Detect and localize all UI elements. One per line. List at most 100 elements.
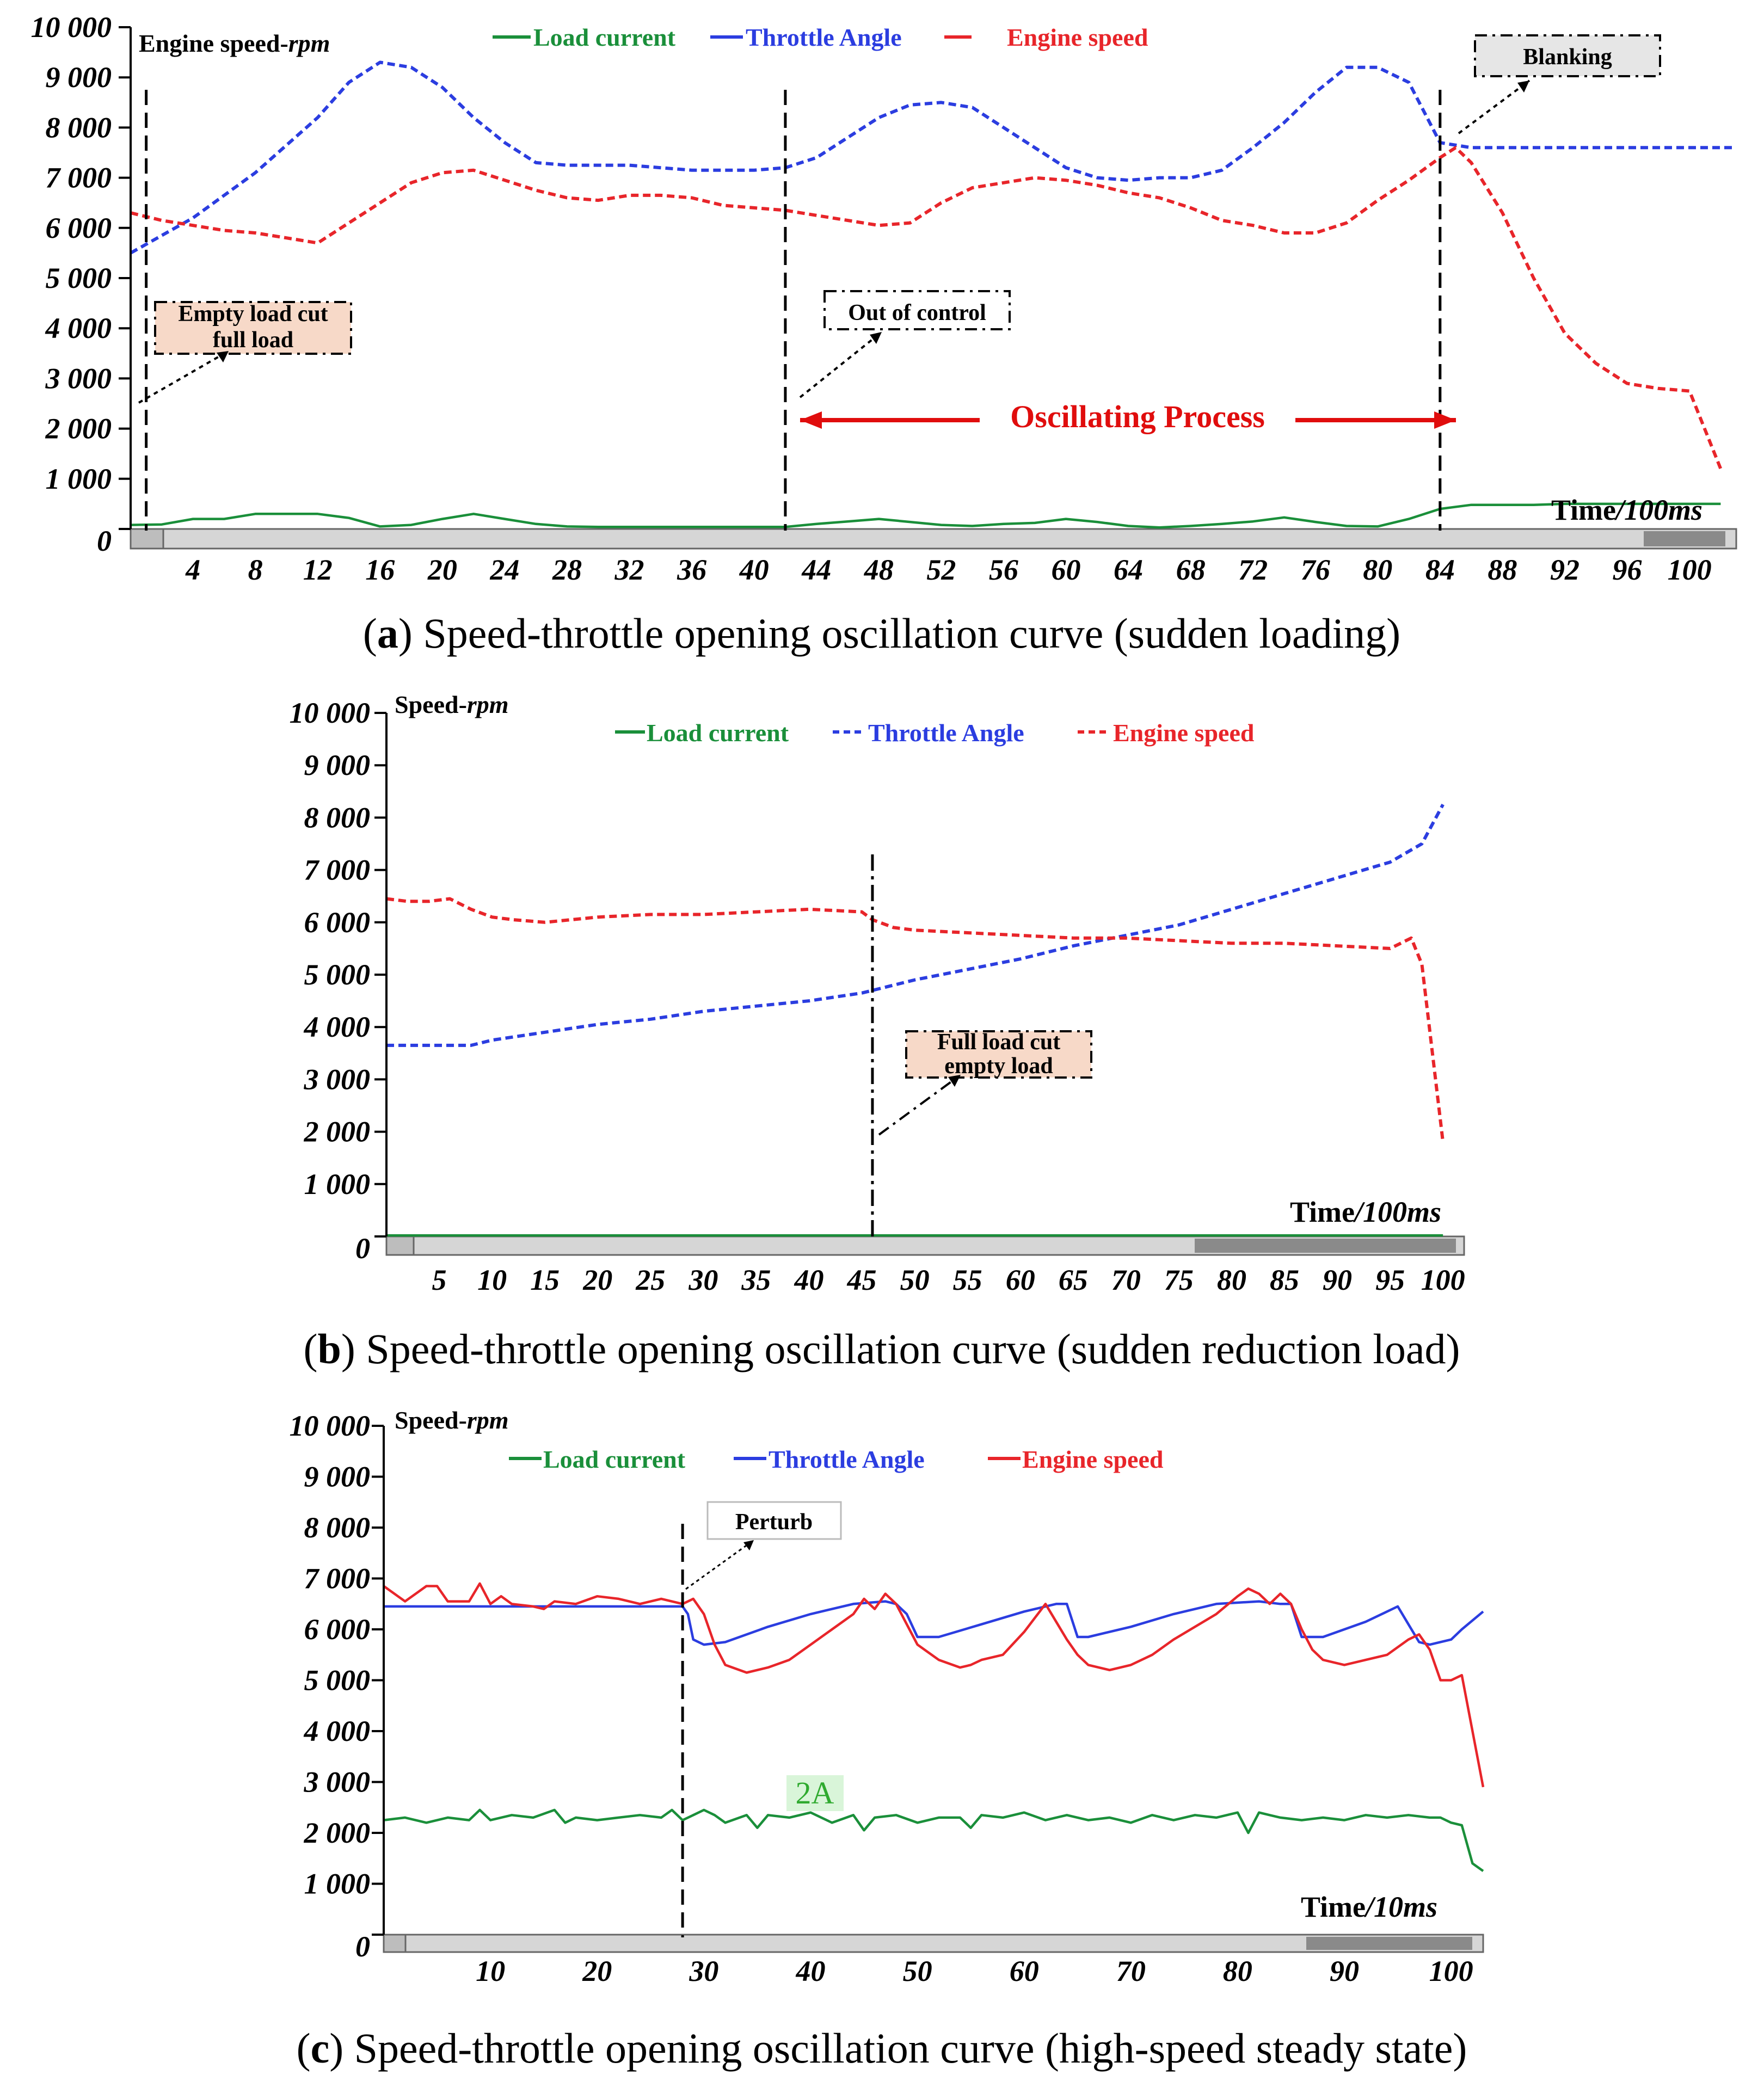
- legend-throttle-angle: Throttle Angle: [769, 1445, 925, 1473]
- y-tick-label: 3 000: [304, 1766, 371, 1799]
- y-tick-label: 4 000: [304, 1011, 371, 1043]
- x-tick-label: 28: [552, 553, 582, 586]
- y-tick-label: 6 000: [46, 212, 112, 244]
- y-tick-label: 6 000: [304, 1613, 371, 1646]
- series-line-throttle-angle: [386, 803, 1445, 1047]
- x-tick-label: 20: [582, 1955, 612, 1987]
- panel-b-ylabel: Speed-rpm: [395, 691, 509, 718]
- x-tick-label: 15: [530, 1264, 560, 1296]
- panel-c-scrollbar[interactable]: [383, 1934, 1484, 1953]
- panel-a-scrollbar[interactable]: [130, 528, 1737, 550]
- x-tick-label: 60: [1006, 1264, 1035, 1296]
- x-tick-label: 30: [688, 1264, 718, 1296]
- x-tick-label: 90: [1330, 1955, 1359, 1987]
- y-tick-label: 10 000: [290, 1409, 371, 1442]
- x-tick-label: 52: [926, 553, 956, 586]
- series-line-load-current: [130, 502, 1721, 529]
- x-tick-label: 100: [1421, 1264, 1465, 1296]
- series-line-throttle-angle: [384, 1600, 1484, 1646]
- y-tick-label: 0: [97, 525, 112, 557]
- series-line-engine-speed: [386, 897, 1445, 1143]
- series-line-engine-speed: [383, 1582, 1485, 1788]
- x-tick-label: 70: [1111, 1264, 1141, 1296]
- y-tick-label: 5 000: [46, 262, 112, 294]
- x-tick-label: 96: [1613, 553, 1642, 586]
- y-tick-label: 7 000: [304, 1562, 371, 1595]
- x-tick-label: 56: [989, 553, 1018, 586]
- y-tick-label: 1 000: [46, 463, 112, 495]
- svg-text:full load: full load: [213, 328, 293, 353]
- x-tick-label: 24: [489, 553, 519, 586]
- y-tick-label: 7 000: [46, 162, 112, 194]
- annotation-oscillating-process: Oscillating Process: [800, 399, 1456, 434]
- x-tick-label: 20: [582, 1264, 612, 1296]
- y-tick-label: 8 000: [46, 111, 112, 144]
- x-tick-label: 16: [365, 553, 395, 586]
- series-line-engine-speed: [130, 146, 1723, 470]
- y-tick-label: 3 000: [304, 1063, 371, 1095]
- legend-engine-speed: Engine speed: [1113, 719, 1255, 747]
- svg-text:Out of control: Out of control: [848, 300, 986, 325]
- y-tick-label: 9 000: [304, 749, 371, 781]
- x-tick-label: 40: [795, 1955, 825, 1987]
- x-tick-label: 100: [1668, 553, 1712, 586]
- y-tick-label: 1 000: [304, 1868, 371, 1900]
- legend-engine-speed: Engine speed: [1007, 23, 1148, 51]
- svg-text:empty load: empty load: [944, 1054, 1053, 1079]
- legend-throttle-angle: Throttle Angle: [868, 719, 1024, 747]
- x-tick-label: 95: [1375, 1264, 1405, 1296]
- series-line-load-current: [383, 1808, 1484, 1872]
- y-tick-label: 5 000: [304, 1664, 371, 1697]
- panel-c-chart: 0 1 000 2 000 3 000 4 000 5 000 6 000 7 000 8 00…: [290, 1406, 1485, 2072]
- x-tick-label: 88: [1488, 553, 1517, 586]
- x-tick-label: 20: [427, 553, 457, 586]
- annotation-2a: 2A: [786, 1775, 844, 1811]
- panel-b-xlabel: Time/100ms: [1290, 1196, 1441, 1228]
- y-tick-label: 10 000: [290, 697, 371, 729]
- x-tick-label: 10: [476, 1955, 505, 1987]
- legend-load-current: Load current: [647, 719, 789, 747]
- x-tick-label: 80: [1223, 1955, 1252, 1987]
- series-line-throttle-angle: [130, 60, 1736, 255]
- y-tick-label: 2 000: [304, 1116, 371, 1148]
- y-tick-label: 2 000: [304, 1817, 371, 1849]
- annotation-empty-load: Empty load cut full load: [138, 301, 352, 404]
- x-tick-label: 75: [1164, 1264, 1194, 1296]
- y-tick-label: 4 000: [45, 312, 112, 344]
- y-tick-label: 0: [355, 1930, 370, 1963]
- svg-text:Full load cut: Full load cut: [937, 1030, 1060, 1055]
- svg-text:Perturb: Perturb: [735, 1510, 813, 1535]
- annotation-full-load-cut: Full load cut empty load: [878, 1030, 1092, 1136]
- x-tick-label: 36: [677, 553, 706, 586]
- annotation-out-of-control: Out of control: [799, 290, 1011, 398]
- legend-load-current: Load current: [543, 1445, 686, 1473]
- x-tick-label: 45: [847, 1264, 877, 1296]
- x-tick-label: 72: [1238, 553, 1268, 586]
- x-tick-label: 50: [900, 1264, 930, 1296]
- y-tick-label: 6 000: [304, 906, 371, 939]
- panel-a-ylabel: Engine speed-rpm: [139, 29, 330, 57]
- panel-c-ylabel: Speed-rpm: [395, 1406, 509, 1434]
- legend-load-current: Load current: [533, 23, 676, 51]
- x-tick-label: 32: [614, 553, 644, 586]
- x-tick-label: 44: [801, 553, 831, 586]
- y-tick-label: 5 000: [304, 958, 371, 991]
- panel-b-scrollbar[interactable]: [385, 1235, 1465, 1256]
- x-tick-label: 40: [739, 553, 769, 586]
- y-tick-label: 0: [355, 1232, 370, 1265]
- y-tick-label: 3 000: [45, 362, 112, 395]
- annotation-perturb: Perturb: [685, 1501, 842, 1590]
- x-tick-label: 76: [1301, 553, 1330, 586]
- x-tick-label: 80: [1363, 553, 1392, 586]
- panel-c-xlabel: Time/10ms: [1301, 1891, 1437, 1923]
- x-tick-label: 40: [794, 1264, 823, 1296]
- x-tick-label: 60: [1051, 553, 1080, 586]
- x-tick-label: 12: [303, 553, 333, 586]
- x-tick-label: 4: [185, 553, 200, 586]
- x-tick-label: 25: [635, 1264, 665, 1296]
- x-tick-label: 85: [1270, 1264, 1299, 1296]
- legend-throttle-angle: Throttle Angle: [746, 23, 902, 51]
- x-tick-label: 48: [864, 553, 894, 586]
- x-tick-label: 64: [1114, 553, 1143, 586]
- x-tick-label: 68: [1176, 553, 1206, 586]
